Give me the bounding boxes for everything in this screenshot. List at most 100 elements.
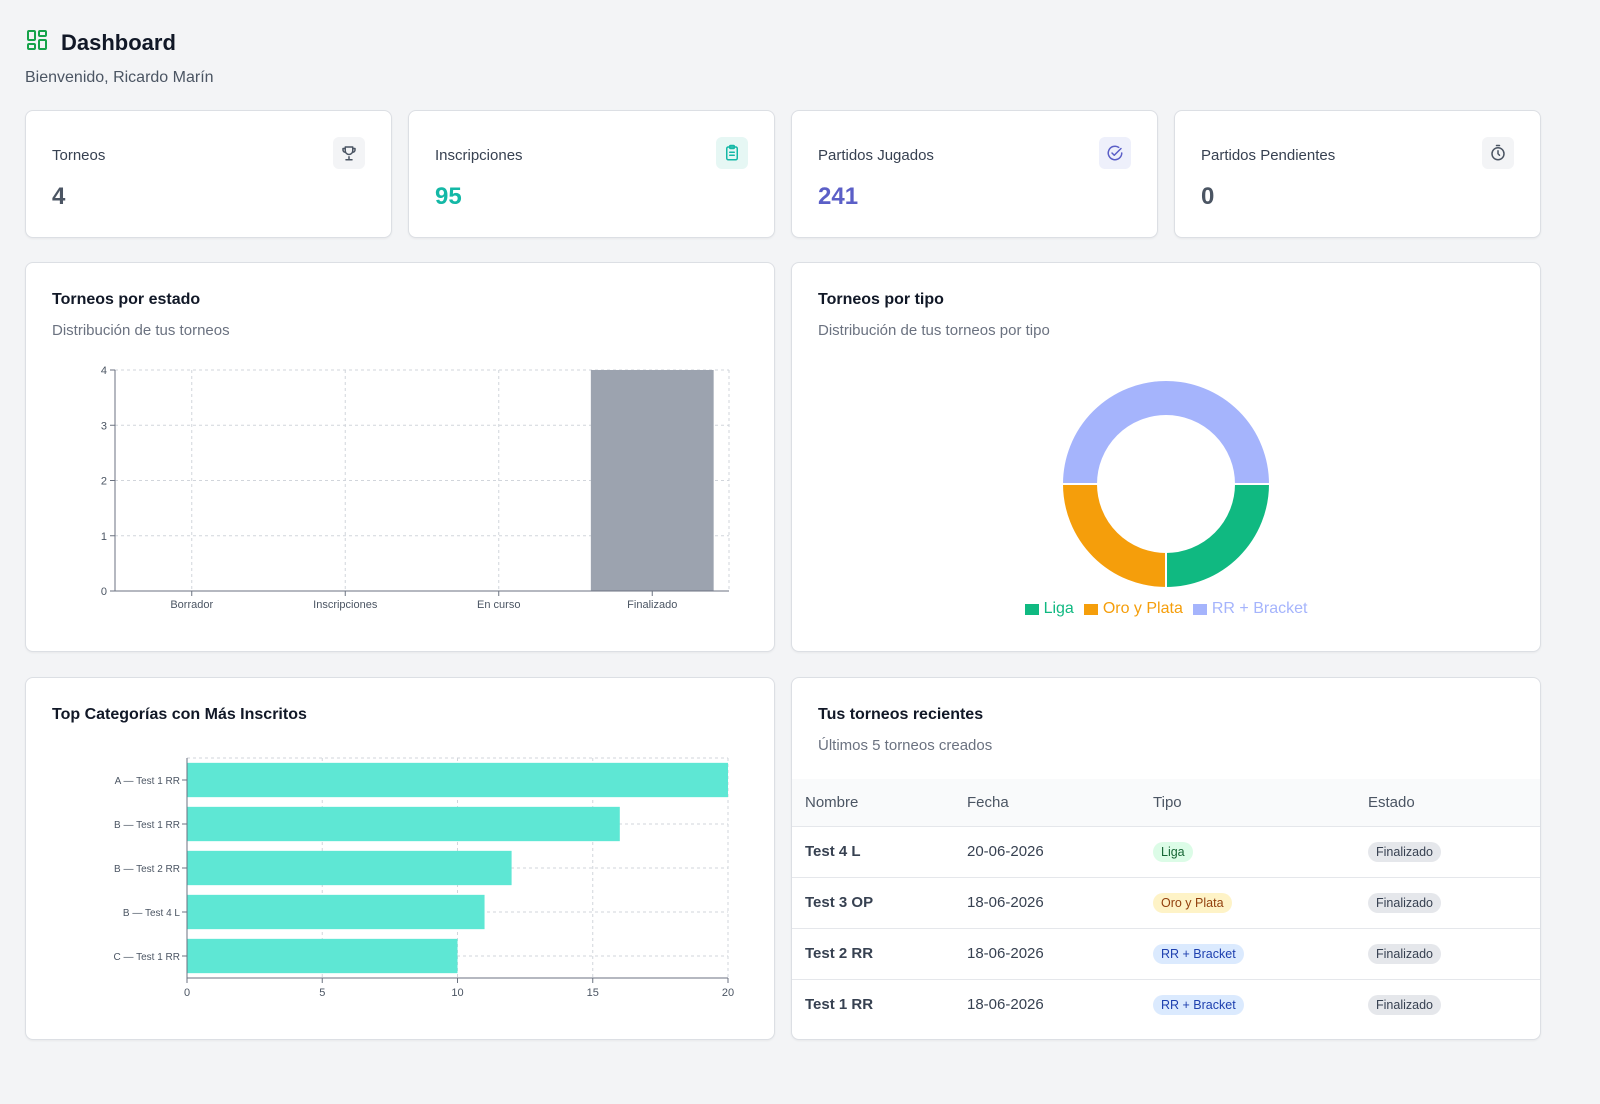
y-tick-label: C — Test 1 RR <box>114 952 181 963</box>
legend-swatch <box>1024 603 1039 615</box>
legend-label: Oro y Plata <box>1102 600 1183 617</box>
table-header-row: Nombre Fecha Tipo Estado <box>792 779 1540 827</box>
y-tick-label: 0 <box>101 586 107 598</box>
cell-nombre: Test 4 L <box>792 826 954 878</box>
page-header: Dashboard Bienvenido, Ricardo Marín <box>25 28 214 87</box>
cell-estado: Finalizado <box>1355 928 1540 980</box>
tipo-chart-card: Torneos por tipo Distribución de tus tor… <box>791 262 1541 652</box>
status-badge: Finalizado <box>1368 994 1441 1015</box>
legend-label: RR + Bracket <box>1211 600 1308 617</box>
recent-tournaments-card: Tus torneos recientes Últimos 5 torneos … <box>791 677 1541 1040</box>
x-tick-label: 20 <box>722 987 734 999</box>
cell-tipo: Liga <box>1140 826 1355 878</box>
trophy-icon <box>333 137 365 169</box>
y-tick-label: 3 <box>101 420 107 432</box>
table-row[interactable]: Test 4 L 20-06-2026 Liga Finalizado <box>792 826 1540 878</box>
recent-tournaments-table: Nombre Fecha Tipo Estado Test 4 L 20-06-… <box>792 779 1540 1030</box>
legend-label: Liga <box>1043 600 1074 617</box>
status-badge: Finalizado <box>1368 943 1441 964</box>
bar <box>187 806 620 842</box>
cell-fecha: 18-06-2026 <box>954 928 1140 980</box>
tipo-badge: Liga <box>1153 841 1193 862</box>
legend-swatch <box>1083 603 1098 615</box>
y-tick-label: A — Test 1 RR <box>115 776 180 787</box>
x-tick-label: Finalizado <box>627 599 677 611</box>
cell-fecha: 20-06-2026 <box>954 826 1140 878</box>
bar <box>590 370 714 591</box>
cell-fecha: 18-06-2026 <box>954 877 1140 929</box>
card-subtitle: Distribución de tus torneos por tipo <box>818 322 1050 339</box>
legend-item-liga[interactable]: Liga <box>1024 600 1074 618</box>
table-row[interactable]: Test 3 OP 18-06-2026 Oro y Plata Finaliz… <box>792 877 1540 929</box>
legend-swatch <box>1192 603 1207 615</box>
cell-nombre: Test 1 RR <box>805 996 874 1014</box>
column-header-nombre: Nombre <box>792 779 954 827</box>
bar <box>187 850 512 886</box>
cell-nombre: Test 3 OP <box>792 877 954 929</box>
top-categorias-card: Top Categorías con Más Inscritos 0 5 10 15 2… <box>25 677 775 1040</box>
stat-value: 95 <box>435 183 462 210</box>
estado-bar-chart: 0 1 2 3 4 Borrador Inscripciones En curso Finali… <box>101 365 730 611</box>
legend-item-oro-y-plata[interactable]: Oro y Plata <box>1083 600 1183 618</box>
bar <box>187 762 728 798</box>
stat-value: 4 <box>52 183 66 210</box>
check-circle-icon <box>1099 137 1131 169</box>
stat-value: 0 <box>1201 183 1215 210</box>
chart-legend: Liga Oro y Plata RR + Bracket <box>792 600 1540 618</box>
x-tick-label: 0 <box>184 987 190 999</box>
stat-label: Partidos Jugados <box>818 147 934 164</box>
donut-slice <box>1165 483 1272 590</box>
y-tick-label: 4 <box>101 365 107 377</box>
status-badge: Finalizado <box>1368 892 1441 913</box>
tipo-badge: RR + Bracket <box>1153 943 1244 964</box>
legend-item-rr-bracket[interactable]: RR + Bracket <box>1192 600 1308 618</box>
cell-nombre: Test 2 RR <box>792 928 954 980</box>
top-categorias-bar-chart: 0 5 10 15 20 A — Test 1 RR B — Test 1 RR B — Te… <box>114 757 734 999</box>
donut-slice <box>1060 483 1167 590</box>
cell-estado: Finalizado <box>1355 826 1540 878</box>
stat-card-partidos-pendientes: Partidos Pendientes 0 <box>1174 110 1541 238</box>
x-tick-label: 10 <box>451 987 463 999</box>
column-header-fecha: Fecha <box>954 779 1140 827</box>
timer-icon <box>1482 137 1514 169</box>
y-tick-label: B — Test 1 RR <box>114 820 180 831</box>
stat-value: 241 <box>818 183 859 210</box>
stat-label: Inscripciones <box>435 147 523 164</box>
card-subtitle: Últimos 5 torneos creados <box>818 737 993 754</box>
estado-chart-card: Torneos por estado Distribución de tus t… <box>25 262 775 652</box>
status-badge: Finalizado <box>1368 841 1441 862</box>
column-header-tipo: Tipo <box>1140 779 1355 827</box>
x-tick-label: 15 <box>587 987 599 999</box>
x-tick-label: Inscripciones <box>313 599 378 611</box>
stat-card-partidos-jugados: Partidos Jugados 241 <box>791 110 1158 238</box>
page-title: Dashboard <box>61 29 176 55</box>
bar <box>187 938 458 974</box>
bar <box>187 894 485 930</box>
cell-tipo: Oro y Plata <box>1140 877 1355 929</box>
card-title: Torneos por tipo <box>818 291 944 308</box>
welcome-text: Bienvenido, Ricardo Marín <box>25 69 214 86</box>
cell-tipo: RR + Bracket <box>1140 928 1355 980</box>
tipo-badge: Oro y Plata <box>1153 892 1232 913</box>
card-title: Top Categorías con Más Inscritos <box>52 706 307 723</box>
tipo-donut-chart <box>1060 379 1272 590</box>
y-tick-label: B — Test 4 L <box>123 908 181 919</box>
column-header-estado: Estado <box>1355 779 1540 827</box>
donut-slice <box>1060 379 1272 485</box>
card-title: Tus torneos recientes <box>818 706 984 723</box>
table-row[interactable]: Test 1 RR 18-06-2026 RR + Bracket Finali… <box>792 979 1540 1030</box>
cell-estado: Finalizado <box>1355 877 1540 929</box>
y-tick-label: 1 <box>101 531 107 543</box>
stat-label: Torneos <box>52 147 106 164</box>
card-subtitle: Distribución de tus torneos <box>52 322 230 339</box>
cell-fecha: 18-06-2026 <box>967 996 1044 1014</box>
y-tick-label: 2 <box>101 476 107 488</box>
stat-label: Partidos Pendientes <box>1201 147 1336 164</box>
cell-estado: Finalizado <box>1355 979 1540 1030</box>
x-tick-label: 5 <box>319 987 325 999</box>
y-tick-label: B — Test 2 RR <box>114 864 180 875</box>
x-tick-label: Borrador <box>170 599 213 611</box>
x-tick-label: En curso <box>477 599 520 611</box>
table-row[interactable]: Test 2 RR 18-06-2026 RR + Bracket Finali… <box>792 928 1540 980</box>
tipo-badge: RR + Bracket <box>1153 994 1244 1015</box>
